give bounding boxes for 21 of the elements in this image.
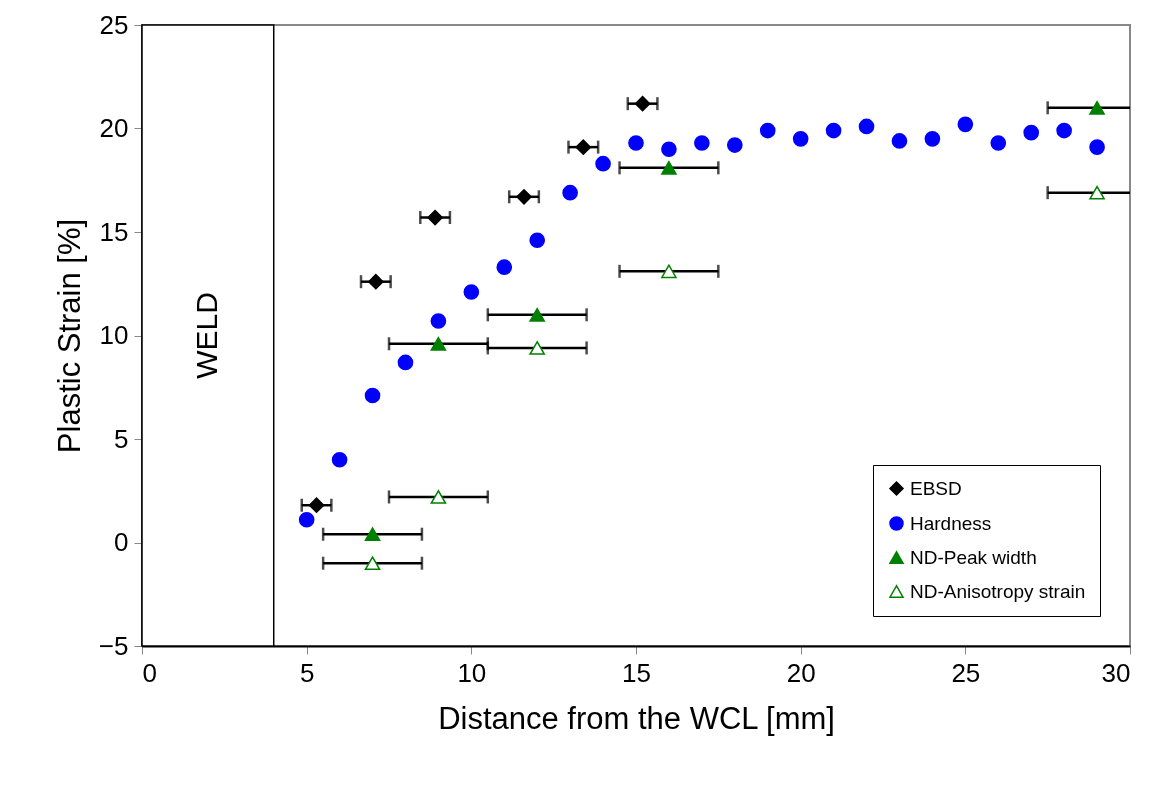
x-tick-label: 20: [786, 657, 816, 688]
y-tick-label: 15: [99, 216, 129, 247]
y-tick-label: 25: [99, 9, 129, 40]
y-axis-title: Plastic Strain [%]: [51, 218, 87, 454]
x-axis-title: Distance from the WCL [mm]: [438, 700, 835, 736]
y-tick-label: 5: [114, 423, 129, 454]
band-label: WELD: [189, 292, 223, 379]
y-tick-label: 0: [114, 527, 129, 557]
y-tick-label: 20: [99, 113, 129, 143]
y-tick-label: −5: [98, 630, 129, 661]
legend-label: ND-Anisotropy strain: [910, 580, 1086, 602]
legend-label: Hardness: [910, 512, 992, 534]
y-tick-label: 10: [99, 320, 129, 350]
x-tick-label: 15: [622, 657, 651, 688]
legend-label: ND-Peak width: [910, 546, 1037, 568]
x-tick-label: 30: [1101, 657, 1131, 688]
x-tick-label: 25: [951, 657, 981, 688]
x-tick-label: 5: [299, 657, 315, 688]
legend-label: EBSD: [910, 477, 962, 499]
x-tick-label: 10: [457, 657, 487, 688]
x-tick-label: 0: [142, 657, 157, 688]
